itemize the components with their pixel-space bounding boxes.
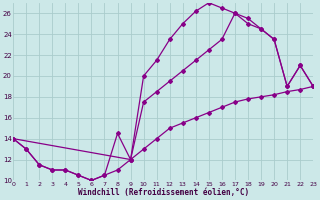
X-axis label: Windchill (Refroidissement éolien,°C): Windchill (Refroidissement éolien,°C) [78,188,249,197]
